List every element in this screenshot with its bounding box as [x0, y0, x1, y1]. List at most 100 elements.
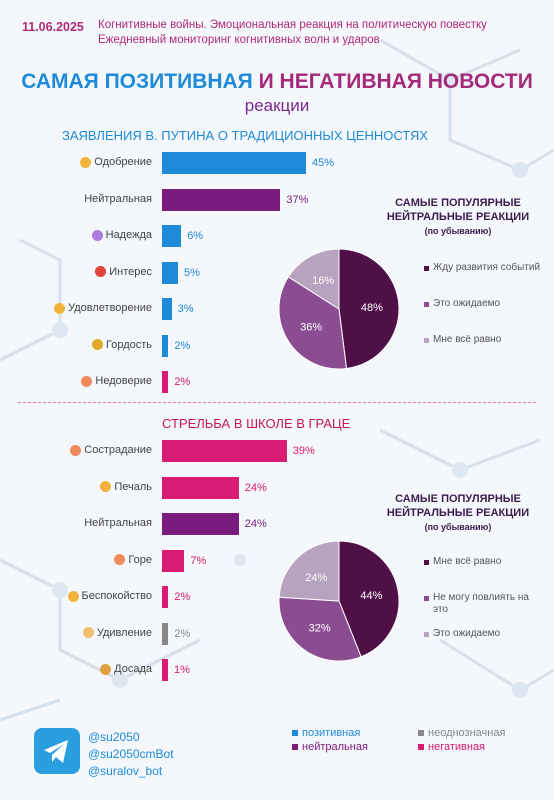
- legend-label: Мне всё равно: [433, 334, 502, 345]
- legend-label: Это ожидаемо: [433, 298, 501, 309]
- smile-icon: [54, 302, 66, 314]
- bar-value-label: 2%: [174, 627, 191, 640]
- distrust-icon: [81, 375, 93, 387]
- bar-category-text: Печаль: [114, 480, 152, 493]
- bar: [162, 659, 168, 681]
- pie-slice-label: 36%: [300, 322, 322, 334]
- bar: [162, 334, 169, 357]
- key-marker: [418, 730, 424, 736]
- annoyed-icon: [100, 663, 112, 675]
- bar-category-text: Нейтральная: [84, 192, 152, 205]
- pie-slice: [278, 276, 348, 370]
- link-su2050cmbot[interactable]: @su2050cmBot: [88, 747, 174, 761]
- bar-value-label: 45%: [312, 157, 335, 169]
- pie-2-note: (по убыванию): [424, 522, 492, 532]
- link-su2050[interactable]: @su2050: [88, 730, 140, 744]
- pie-legend-item: Это ожидаемо: [424, 298, 544, 310]
- pie-slice: [278, 540, 340, 602]
- pie-slice: [287, 248, 340, 310]
- pie-slice-label: 48%: [361, 302, 383, 314]
- bar-value-label: 39%: [292, 445, 315, 457]
- pie-2-title: САМЫЕ ПОПУЛЯРНЫЕ НЕЙТРАЛЬНЫЕ РЕАКЦИИ: [386, 493, 530, 519]
- bar: [162, 622, 169, 645]
- header-line-1: Когнитивные войны. Эмоциональная реакция…: [98, 19, 487, 31]
- pie-legend-item: Мне всё равно: [424, 556, 544, 568]
- compassion-icon: [70, 444, 82, 456]
- key-label: негативная: [428, 741, 486, 753]
- bar: [162, 188, 281, 211]
- bar-category-text: Удивление: [96, 626, 152, 639]
- telegram-logo: [34, 728, 80, 774]
- legend-label: Не могу повлиять на это: [433, 592, 529, 615]
- bar-category-label: Гордость: [0, 339, 152, 351]
- bar-category-text: Досада: [114, 663, 152, 675]
- bar-value-label: 2%: [174, 339, 191, 352]
- key-label: позитивная: [302, 727, 361, 739]
- key-label: нейтральная: [302, 741, 368, 753]
- bar: [162, 440, 287, 462]
- bar-category-label: Печаль: [0, 481, 152, 493]
- bar-value-label: 2%: [174, 376, 191, 388]
- bar: [162, 371, 169, 393]
- pie-legend-item: Жду развития событий: [424, 262, 544, 274]
- bar: [162, 152, 306, 174]
- pie-slice-label: 16%: [312, 275, 334, 287]
- key-item-neutral: нейтральная: [292, 741, 368, 753]
- bar-category-text: Удовлетворение: [68, 302, 152, 314]
- bar-value-label: 37%: [286, 193, 309, 206]
- report-date: 11.06.2025: [22, 20, 84, 34]
- interrobang-icon: [95, 266, 107, 277]
- bar-category-label: Надежда: [0, 229, 152, 241]
- title-positive: САМАЯ ПОЗИТИВНАЯ: [21, 70, 253, 93]
- pie-slice-label: 32%: [309, 623, 331, 635]
- pie-1-title: САМЫЕ ПОПУЛЯРНЫЕ НЕЙТРАЛЬНЫЕ РЕАКЦИИ: [386, 197, 530, 223]
- pie-slice-label: 44%: [360, 590, 382, 602]
- bar-value-label: 1%: [174, 664, 190, 676]
- bar-category-text: Гордость: [105, 338, 152, 351]
- bar-value-label: 3%: [177, 303, 194, 315]
- section-divider: [18, 402, 536, 403]
- bar: [162, 225, 182, 247]
- bar-category-text: Интерес: [109, 265, 152, 278]
- bar: [162, 586, 169, 608]
- header-line-2: Ежедневный мониторинг когнитивных волн и…: [98, 34, 380, 46]
- bar-category-text: Сострадание: [84, 444, 152, 456]
- bar: [162, 261, 178, 284]
- legend-marker: [424, 596, 429, 601]
- link-suralov-bot[interactable]: @suralov_bot: [88, 764, 163, 778]
- bar-category-text: Горе: [128, 553, 152, 566]
- bar-category-label: Удивление: [0, 627, 152, 639]
- bar-category-text: Надежда: [105, 229, 152, 241]
- legend-marker: [424, 338, 429, 343]
- bar-value-label: 2%: [174, 591, 191, 603]
- handshake-icon: [80, 156, 92, 168]
- legend-label: Это ожидаемо: [433, 628, 501, 639]
- hope-icon: [91, 229, 103, 241]
- main-title: САМАЯ ПОЗИТИВНАЯ И НЕГАТИВНАЯ НОВОСТИ: [0, 70, 554, 94]
- key-label: неоднозначная: [428, 727, 506, 739]
- pie-legend-item: Мне всё равно: [424, 334, 544, 346]
- pie-2: 44% 32% 24%: [278, 540, 400, 662]
- pie-legend-item: Не могу повлиять на это: [424, 592, 544, 616]
- surprise-icon: [82, 627, 94, 638]
- key-item-ambiguous: неоднозначная: [418, 727, 505, 739]
- telegram-icon: [44, 740, 68, 763]
- bar: [162, 513, 239, 535]
- bar-category-text: Нейтральная: [84, 517, 152, 529]
- pie-1: 48% 36% 16%: [278, 248, 400, 370]
- title-negative: НЕГАТИВНАЯ НОВОСТИ: [279, 70, 533, 93]
- legend-label: Жду развития событий: [433, 262, 541, 273]
- bar-category-label: Горе: [0, 554, 152, 566]
- bar-category-label: Нейтральная: [0, 193, 152, 205]
- chart-1-title: ЗАЯВЛЕНИЯ В. ПУТИНА О ТРАДИЦИОННЫХ ЦЕННО…: [62, 128, 429, 143]
- bar-value-label: 24%: [244, 481, 267, 494]
- worry-icon: [67, 590, 79, 602]
- bar-category-label: Беспокойство: [0, 590, 152, 602]
- chart-2-title: СТРЕЛЬБА В ШКОЛЕ В ГРАЦЕ: [162, 416, 351, 431]
- bar-value-label: 7%: [190, 554, 207, 567]
- bar-category-label: Сострадание: [0, 444, 152, 456]
- legend-label: Мне всё равно: [433, 556, 502, 567]
- legend-marker: [424, 560, 429, 565]
- sad-icon: [100, 481, 112, 492]
- trophy-icon: [91, 339, 103, 350]
